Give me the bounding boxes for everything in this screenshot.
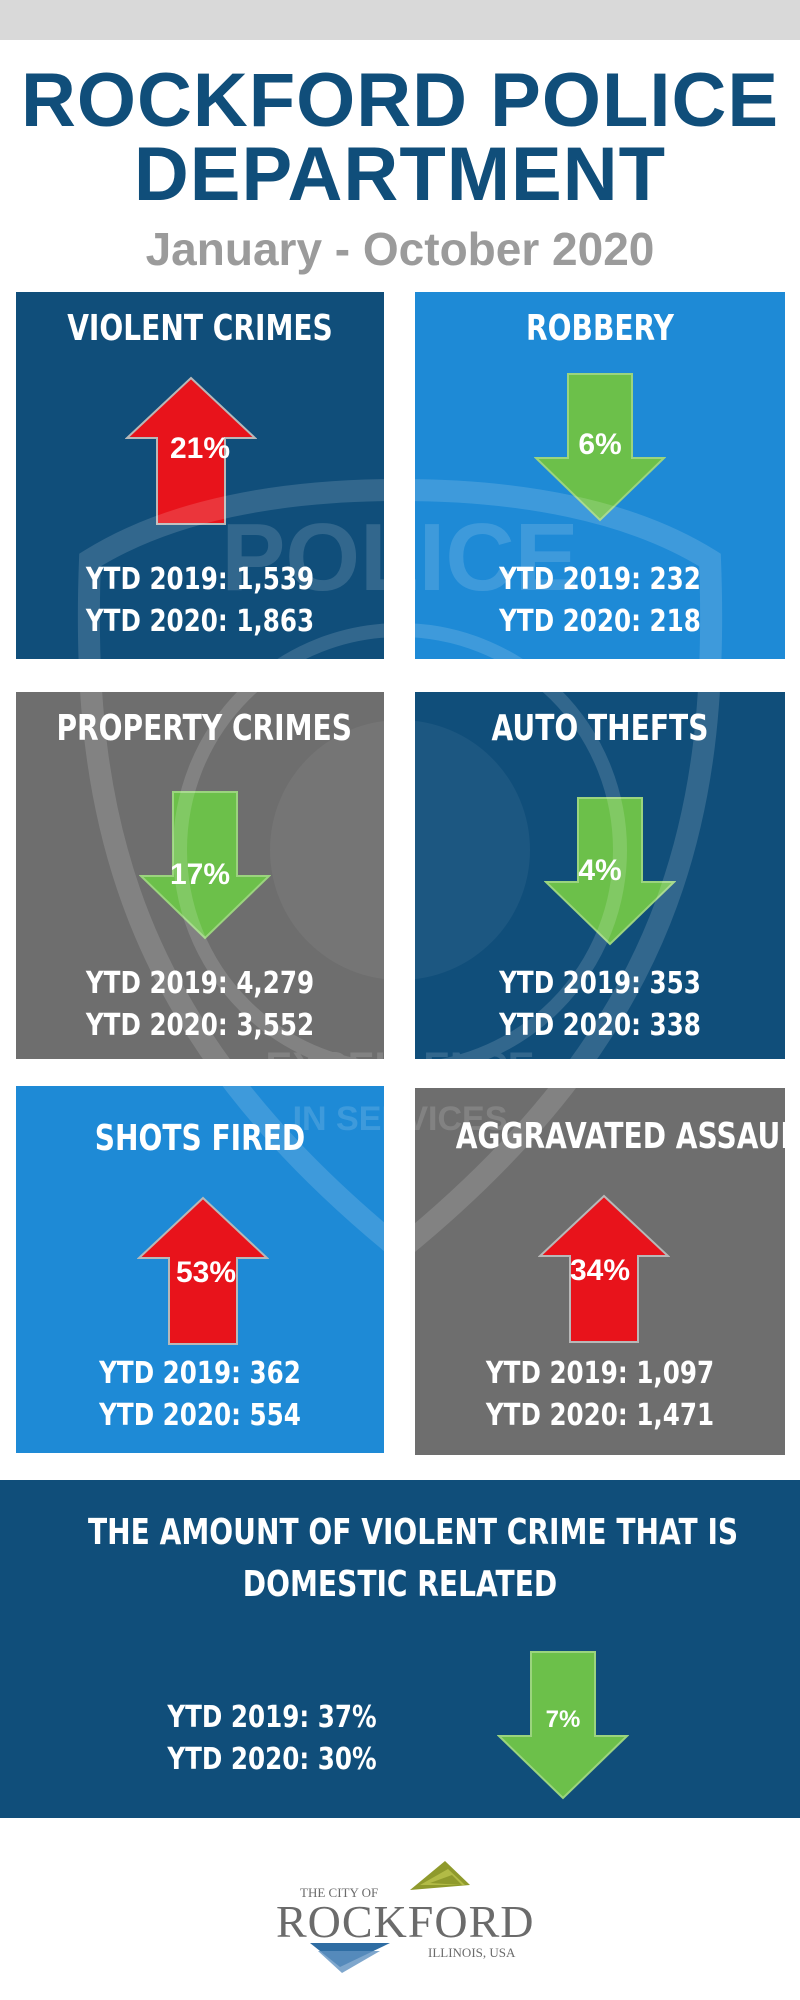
tile-percent: 6% [578, 428, 622, 461]
tile-aggravated-assaults: AGGRAVATED ASSAULTS 34% YTD 2019: 1,097 … [415, 1088, 800, 1455]
tile-ytd-2020: YTD 2020: 1,863 [85, 604, 315, 639]
tile-shots-fired: SHOTS FIRED 53% YTD 2019: 362 YTD 2020: … [16, 1086, 384, 1453]
down-arrow-icon [544, 796, 676, 946]
domestic-ytd-2019: YTD 2019: 37% [167, 1700, 377, 1735]
logo-rockford: ROCKFORD [276, 1896, 535, 1947]
tile-violent-crimes: VIOLENT CRIMES 21% YTD 2019: 1,539 YTD 2… [16, 292, 384, 659]
domestic-ytd-2020: YTD 2020: 30% [167, 1742, 377, 1777]
tile-ytd-2019: YTD 2019: 1,097 [485, 1356, 715, 1391]
tile-title: PROPERTY CRIMES [56, 708, 352, 749]
tile-title: SHOTS FIRED [94, 1118, 306, 1159]
page-subtitle: January - October 2020 [145, 223, 655, 275]
logo-city-of: THE CITY OF [300, 1885, 379, 1900]
up-arrow-icon [137, 1196, 269, 1346]
tile-title: AUTO THEFTS [491, 708, 709, 749]
tile-title: AGGRAVATED ASSAULTS [455, 1116, 800, 1157]
domestic-band: THE AMOUNT OF VIOLENT CRIME THAT IS DOME… [0, 1480, 800, 1818]
tile-ytd-2019: YTD 2019: 362 [99, 1356, 301, 1391]
tile-title: VIOLENT CRIMES [67, 308, 333, 349]
tile-percent: 21% [169, 432, 231, 465]
tile-ytd-2020: YTD 2020: 3,552 [85, 1008, 315, 1043]
tile-property-crimes: PROPERTY CRIMES 17% YTD 2019: 4,279 YTD … [16, 692, 384, 1059]
tile-ytd-2019: YTD 2019: 4,279 [85, 966, 315, 1001]
tile-percent: 53% [175, 1256, 237, 1289]
tile-ytd-2020: YTD 2020: 338 [499, 1008, 701, 1043]
tile-title: ROBBERY [526, 308, 674, 349]
up-arrow-icon [538, 1194, 670, 1344]
page-title-line2: DEPARTMENT [133, 132, 667, 217]
page-title-line1: ROCKFORD POLICE [20, 58, 780, 143]
tile-ytd-2020: YTD 2020: 218 [499, 604, 701, 639]
tile-percent: 17% [169, 858, 231, 891]
domestic-title-line1: THE AMOUNT OF VIOLENT CRIME THAT IS [88, 1512, 739, 1553]
logo-graphic-icon [310, 1861, 470, 1973]
domestic-title-line2: DOMESTIC RELATED [242, 1564, 558, 1605]
tile-ytd-2019: YTD 2019: 353 [499, 966, 701, 1001]
tile-percent: 34% [569, 1254, 631, 1287]
tile-auto-thefts: AUTO THEFTS 4% YTD 2019: 353 YTD 2020: 3… [415, 692, 785, 1059]
logo-location: ILLINOIS, USA [428, 1945, 516, 1960]
up-arrow-icon [125, 376, 257, 526]
tile-ytd-2019: YTD 2019: 1,539 [85, 562, 315, 597]
domestic-percent: 7% [545, 1706, 581, 1733]
down-arrow-icon [534, 372, 666, 522]
tile-percent: 4% [578, 854, 622, 887]
tile-ytd-2020: YTD 2020: 1,471 [485, 1398, 715, 1433]
tile-ytd-2019: YTD 2019: 232 [499, 562, 701, 597]
city-of-rockford-logo: THE CITY OF ROCKFORD ILLINOIS, USA [270, 1855, 534, 1980]
down-arrow-icon [497, 1650, 629, 1800]
tile-ytd-2020: YTD 2020: 554 [99, 1398, 301, 1433]
tile-robbery: ROBBERY 6% YTD 2019: 232 YTD 2020: 218 [415, 292, 785, 659]
down-arrow-icon [139, 790, 271, 940]
top-bar [0, 0, 800, 40]
